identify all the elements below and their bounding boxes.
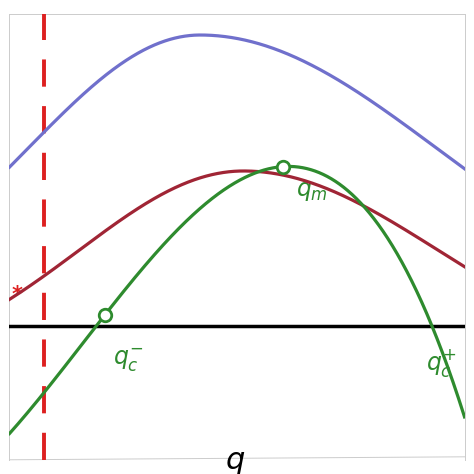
Text: $q_c^{-}$: $q_c^{-}$ (113, 347, 144, 374)
Text: $q$: $q$ (225, 448, 245, 474)
Text: $q_m$: $q_m$ (295, 179, 328, 202)
Text: *: * (12, 285, 23, 305)
Text: $q_c^{+}$: $q_c^{+}$ (426, 347, 456, 379)
